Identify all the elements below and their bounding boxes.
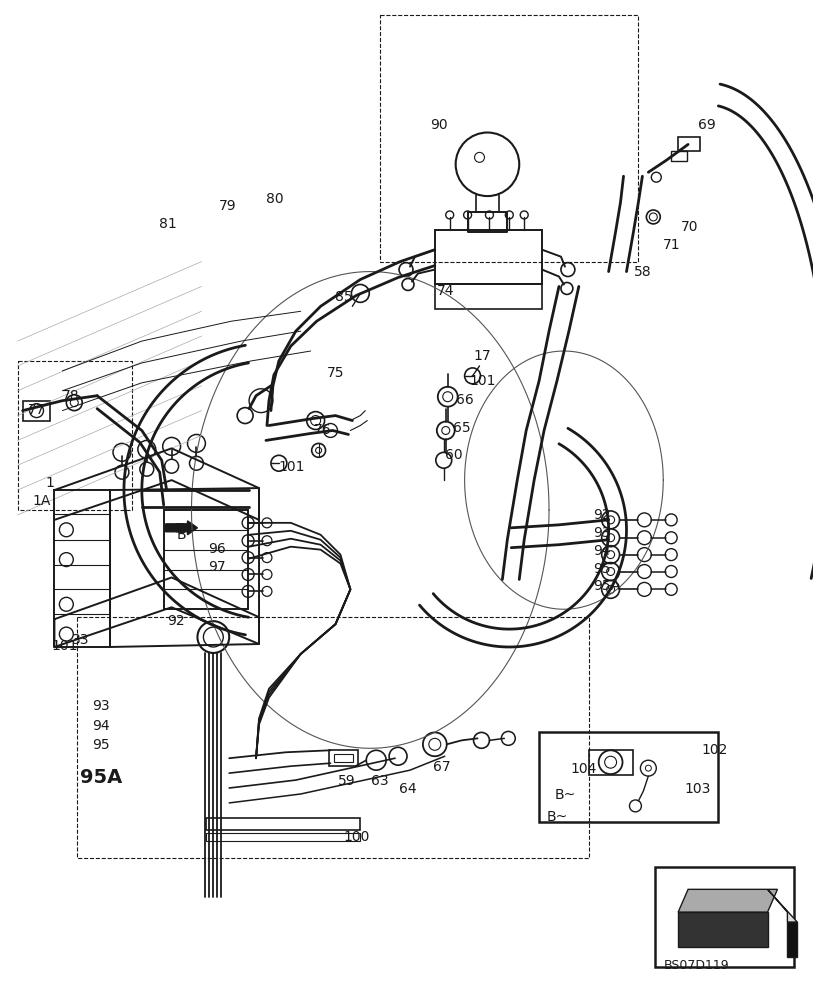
FancyArrow shape xyxy=(166,521,197,535)
Text: 95A: 95A xyxy=(80,768,122,787)
Text: 78: 78 xyxy=(62,389,80,403)
Text: 95A: 95A xyxy=(592,579,620,593)
Text: 97: 97 xyxy=(208,560,226,574)
Bar xyxy=(678,137,700,151)
Bar xyxy=(164,510,248,609)
Text: B~: B~ xyxy=(547,810,568,824)
Text: 102: 102 xyxy=(701,743,727,757)
Text: 1A: 1A xyxy=(33,494,51,508)
Text: 1: 1 xyxy=(46,476,55,490)
Bar xyxy=(334,754,353,762)
Text: 60: 60 xyxy=(445,448,463,462)
Text: 63: 63 xyxy=(371,774,389,788)
Text: 17: 17 xyxy=(473,349,491,363)
Text: 96: 96 xyxy=(208,542,226,556)
Text: 104: 104 xyxy=(571,762,597,776)
Text: 85: 85 xyxy=(335,290,353,304)
Text: 92: 92 xyxy=(592,508,610,522)
Text: 67: 67 xyxy=(432,760,450,774)
Text: 93: 93 xyxy=(592,526,610,540)
Text: 75: 75 xyxy=(326,366,344,380)
Text: 79: 79 xyxy=(220,199,237,213)
Text: 80: 80 xyxy=(266,192,284,206)
Bar xyxy=(655,867,794,967)
Text: 95: 95 xyxy=(592,562,610,576)
Text: 33: 33 xyxy=(73,633,90,647)
Text: BS07D119: BS07D119 xyxy=(664,959,730,972)
Polygon shape xyxy=(787,922,797,957)
Text: 94: 94 xyxy=(592,544,610,558)
Polygon shape xyxy=(678,889,778,912)
Bar xyxy=(435,284,542,309)
Text: B: B xyxy=(176,522,186,536)
Bar xyxy=(435,230,542,284)
Text: 81: 81 xyxy=(158,217,176,231)
Text: 95: 95 xyxy=(92,738,110,752)
Text: 59: 59 xyxy=(338,774,355,788)
Bar xyxy=(206,833,361,841)
Text: 93: 93 xyxy=(92,699,110,713)
Bar xyxy=(329,750,358,766)
Bar xyxy=(23,401,51,421)
Text: 90: 90 xyxy=(430,118,447,132)
Text: 94: 94 xyxy=(92,719,110,733)
Bar xyxy=(672,151,687,161)
Text: 103: 103 xyxy=(684,782,711,796)
Text: 77: 77 xyxy=(28,403,45,417)
Text: 65: 65 xyxy=(453,421,470,435)
Text: B~: B~ xyxy=(555,788,576,802)
Text: 69: 69 xyxy=(698,118,716,132)
Text: 64: 64 xyxy=(399,782,417,796)
Text: 71: 71 xyxy=(663,238,681,252)
Polygon shape xyxy=(678,912,768,947)
Text: 58: 58 xyxy=(633,265,651,279)
Text: 70: 70 xyxy=(681,220,698,234)
Bar xyxy=(589,750,633,775)
Text: 74: 74 xyxy=(437,284,455,298)
Bar xyxy=(539,732,718,822)
Text: 100: 100 xyxy=(344,830,370,844)
Text: 101: 101 xyxy=(279,460,305,474)
Text: 66: 66 xyxy=(455,393,473,407)
Text: 76: 76 xyxy=(313,423,331,437)
Bar xyxy=(206,818,361,830)
Text: 101: 101 xyxy=(51,639,78,653)
Polygon shape xyxy=(768,889,797,922)
Text: B: B xyxy=(176,528,186,542)
Text: 92: 92 xyxy=(166,614,184,628)
Text: 101: 101 xyxy=(469,374,496,388)
